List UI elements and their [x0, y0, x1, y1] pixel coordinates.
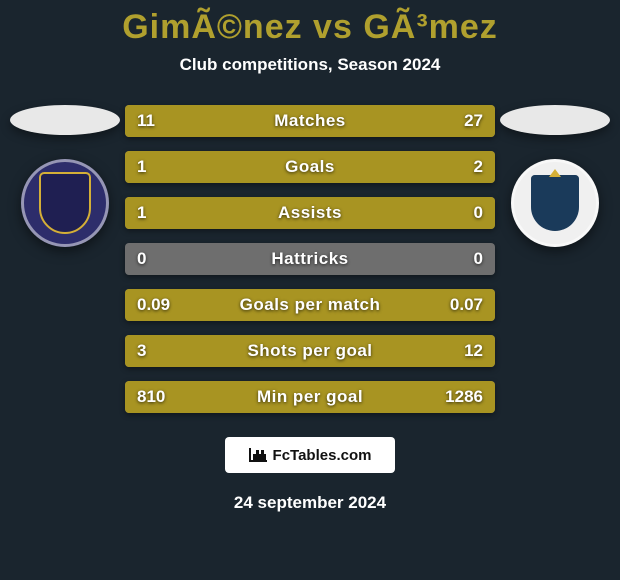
bar-chart-icon: [249, 448, 267, 462]
bar-fill-left: [125, 151, 247, 183]
bar-fill-right: [199, 335, 495, 367]
bar-fill-right: [232, 105, 495, 137]
stat-row: 00Hattricks: [125, 243, 495, 275]
page-title: GimÃ©nez vs GÃ³mez: [122, 8, 498, 47]
bar-fill-right: [269, 381, 495, 413]
bar-fill-left: [125, 289, 332, 321]
bar-fill-left: [125, 381, 269, 413]
bar-background: [125, 243, 495, 275]
player1-column: [5, 105, 125, 247]
player1-crest: [21, 159, 109, 247]
stat-row: 12Goals: [125, 151, 495, 183]
stat-row: 0.090.07Goals per match: [125, 289, 495, 321]
bar-fill-right: [332, 289, 495, 321]
comparison-card: GimÃ©nez vs GÃ³mez Club competitions, Se…: [0, 0, 620, 580]
player2-photo: [500, 105, 610, 135]
footer-brand-text: FcTables.com: [273, 447, 372, 464]
crest-shield-icon: [531, 175, 579, 231]
stat-row: 10Assists: [125, 197, 495, 229]
player1-photo: [10, 105, 120, 135]
bar-fill-left: [125, 105, 232, 137]
stats-bars: 1127Matches 12Goals 10Assists 00Hattricks 0.…: [125, 105, 495, 413]
stat-row: 1127Matches: [125, 105, 495, 137]
footer-brand-badge: FcTables.com: [225, 437, 395, 473]
player2-column: [495, 105, 615, 247]
subtitle: Club competitions, Season 2024: [180, 55, 441, 75]
bar-fill-left: [125, 335, 199, 367]
bar-fill-right: [247, 151, 495, 183]
crest-shield-icon: [39, 172, 91, 234]
main-row: 1127Matches 12Goals 10Assists 00Hattricks 0.…: [0, 105, 620, 413]
player2-crest: [511, 159, 599, 247]
stat-row: 8101286Min per goal: [125, 381, 495, 413]
bar-fill-left: [125, 197, 495, 229]
date-line: 24 september 2024: [234, 493, 386, 513]
stat-row: 312Shots per goal: [125, 335, 495, 367]
